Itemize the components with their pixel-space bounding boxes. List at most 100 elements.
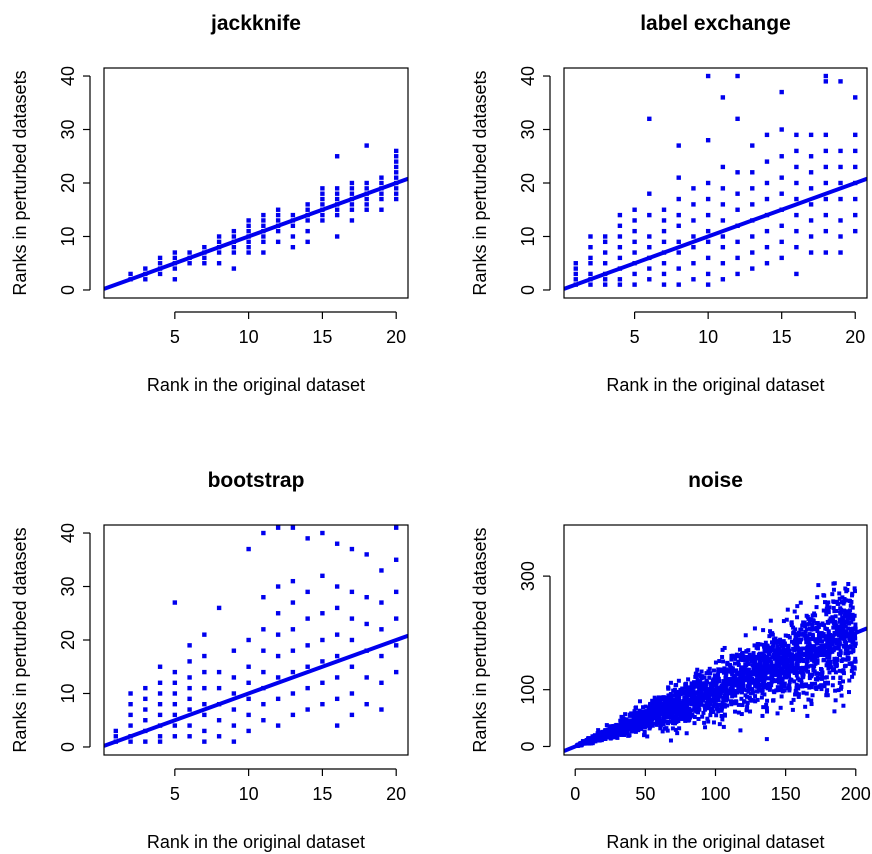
- data-point: [806, 616, 811, 621]
- data-point: [792, 679, 797, 684]
- data-point: [815, 629, 820, 634]
- data-point: [588, 282, 593, 287]
- data-point: [823, 196, 829, 202]
- data-point: [379, 627, 384, 632]
- data-point: [808, 154, 814, 159]
- data-point: [710, 706, 715, 711]
- data-point: [275, 212, 281, 218]
- data-point: [786, 645, 791, 650]
- data-point: [792, 609, 797, 614]
- data-point: [246, 680, 251, 685]
- data-point: [334, 696, 340, 702]
- data-point: [692, 692, 697, 697]
- data-point: [700, 674, 705, 679]
- data-point: [808, 202, 814, 207]
- data-point: [795, 615, 800, 620]
- data-point: [638, 714, 643, 719]
- x-axis: 0 50 100 150 200: [570, 768, 871, 804]
- data-point: [787, 663, 792, 668]
- data-point: [740, 703, 745, 708]
- data-point: [794, 212, 799, 218]
- data-point: [735, 239, 740, 245]
- data-point: [774, 639, 779, 644]
- data-point: [764, 737, 769, 742]
- data-point: [677, 726, 682, 731]
- data-point: [632, 282, 637, 287]
- panel-bootstrap: 5 10 15 20 0 10 20 30 40 bootstrap Rank in the ori…: [10, 469, 409, 852]
- data-point: [669, 719, 674, 724]
- data-point: [790, 664, 795, 669]
- y-tick-label: 10: [58, 683, 78, 703]
- data-point: [843, 663, 848, 668]
- data-point: [787, 653, 792, 658]
- data-point: [815, 640, 820, 645]
- data-point: [349, 202, 355, 207]
- data-point: [813, 661, 818, 666]
- data-point: [622, 732, 627, 737]
- data-point: [261, 648, 266, 653]
- data-point: [334, 653, 340, 659]
- data-point: [650, 717, 655, 722]
- data-point: [602, 282, 608, 287]
- data-point: [750, 690, 755, 695]
- data-point: [735, 73, 740, 79]
- data-point: [760, 651, 765, 656]
- data-point: [764, 706, 769, 711]
- data-point: [393, 669, 399, 675]
- data-point: [817, 631, 822, 636]
- data-point: [815, 595, 820, 600]
- data-point: [652, 721, 657, 726]
- data-point: [705, 282, 711, 287]
- data-point: [685, 687, 690, 692]
- data-point: [736, 659, 741, 664]
- data-point: [714, 706, 719, 711]
- data-point: [694, 671, 699, 676]
- data-point: [838, 148, 843, 154]
- data-point: [636, 728, 641, 733]
- data-point: [817, 671, 822, 676]
- data-point: [831, 675, 836, 680]
- data-point: [736, 710, 741, 715]
- data-point: [777, 646, 782, 651]
- data-point: [779, 239, 784, 245]
- data-point: [707, 675, 712, 680]
- data-point: [717, 668, 722, 673]
- data-point: [814, 649, 819, 654]
- data-point: [838, 686, 843, 691]
- data-point: [746, 687, 751, 692]
- data-point: [831, 620, 836, 625]
- data-point: [231, 707, 237, 712]
- data-point: [695, 678, 700, 683]
- plot-frame: [103, 67, 409, 299]
- data-point: [789, 623, 794, 628]
- data-point: [836, 601, 841, 606]
- data-point: [647, 277, 652, 282]
- data-point: [794, 686, 799, 691]
- data-point: [334, 196, 340, 202]
- data-point: [676, 705, 681, 710]
- data-point: [782, 665, 787, 670]
- data-point: [715, 679, 720, 684]
- data-point: [246, 664, 251, 669]
- data-point: [769, 670, 774, 675]
- data-point: [688, 687, 693, 692]
- data-point: [791, 697, 796, 702]
- data-point: [798, 640, 803, 645]
- data-point: [753, 665, 758, 670]
- data-point: [660, 697, 665, 702]
- data-point: [632, 207, 637, 212]
- data-point: [779, 154, 784, 159]
- data-point: [853, 633, 858, 638]
- data-point: [722, 666, 727, 671]
- data-point: [290, 212, 296, 218]
- data-point: [349, 180, 355, 186]
- data-point: [711, 704, 716, 709]
- data-point: [733, 709, 738, 714]
- data-point: [305, 536, 310, 541]
- data-point: [743, 693, 748, 698]
- data-point: [393, 186, 399, 191]
- data-point: [621, 716, 626, 721]
- data-point: [775, 678, 780, 683]
- data-point: [792, 670, 797, 675]
- data-point: [649, 709, 654, 714]
